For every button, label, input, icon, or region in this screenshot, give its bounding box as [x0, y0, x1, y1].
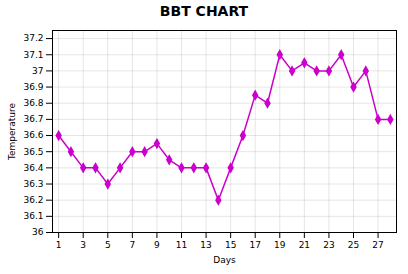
svg-text:11: 11 [176, 240, 187, 250]
svg-text:37.2: 37.2 [23, 33, 43, 43]
svg-text:1: 1 [56, 240, 62, 250]
svg-text:Days: Days [213, 255, 236, 265]
svg-text:3: 3 [80, 240, 86, 250]
svg-text:Temperature: Temperature [7, 103, 17, 161]
svg-text:37: 37 [32, 66, 43, 76]
svg-text:36.4: 36.4 [23, 163, 43, 173]
svg-text:7: 7 [129, 240, 135, 250]
svg-text:36.5: 36.5 [23, 147, 43, 157]
svg-text:5: 5 [105, 240, 111, 250]
svg-text:36.6: 36.6 [23, 130, 43, 140]
svg-text:36: 36 [32, 227, 44, 237]
html-text:BBT CHART: BBT CHART [159, 3, 249, 19]
svg-text:37.1: 37.1 [23, 50, 43, 60]
svg-text:23: 23 [323, 240, 334, 250]
svg-text:36.3: 36.3 [23, 179, 43, 189]
svg-text:9: 9 [154, 240, 160, 250]
svg-text:27: 27 [372, 240, 383, 250]
svg-text:17: 17 [249, 240, 260, 250]
svg-text:13: 13 [200, 240, 211, 250]
svg-text:36.7: 36.7 [23, 114, 43, 124]
svg-text:21: 21 [299, 240, 310, 250]
svg-text:36.8: 36.8 [23, 98, 43, 108]
svg-text:19: 19 [274, 240, 286, 250]
svg-text:36.1: 36.1 [23, 211, 43, 221]
svg-text:36.2: 36.2 [23, 195, 43, 205]
svg-text:36.9: 36.9 [23, 82, 43, 92]
svg-text:15: 15 [225, 240, 236, 250]
svg-text:25: 25 [348, 240, 359, 250]
